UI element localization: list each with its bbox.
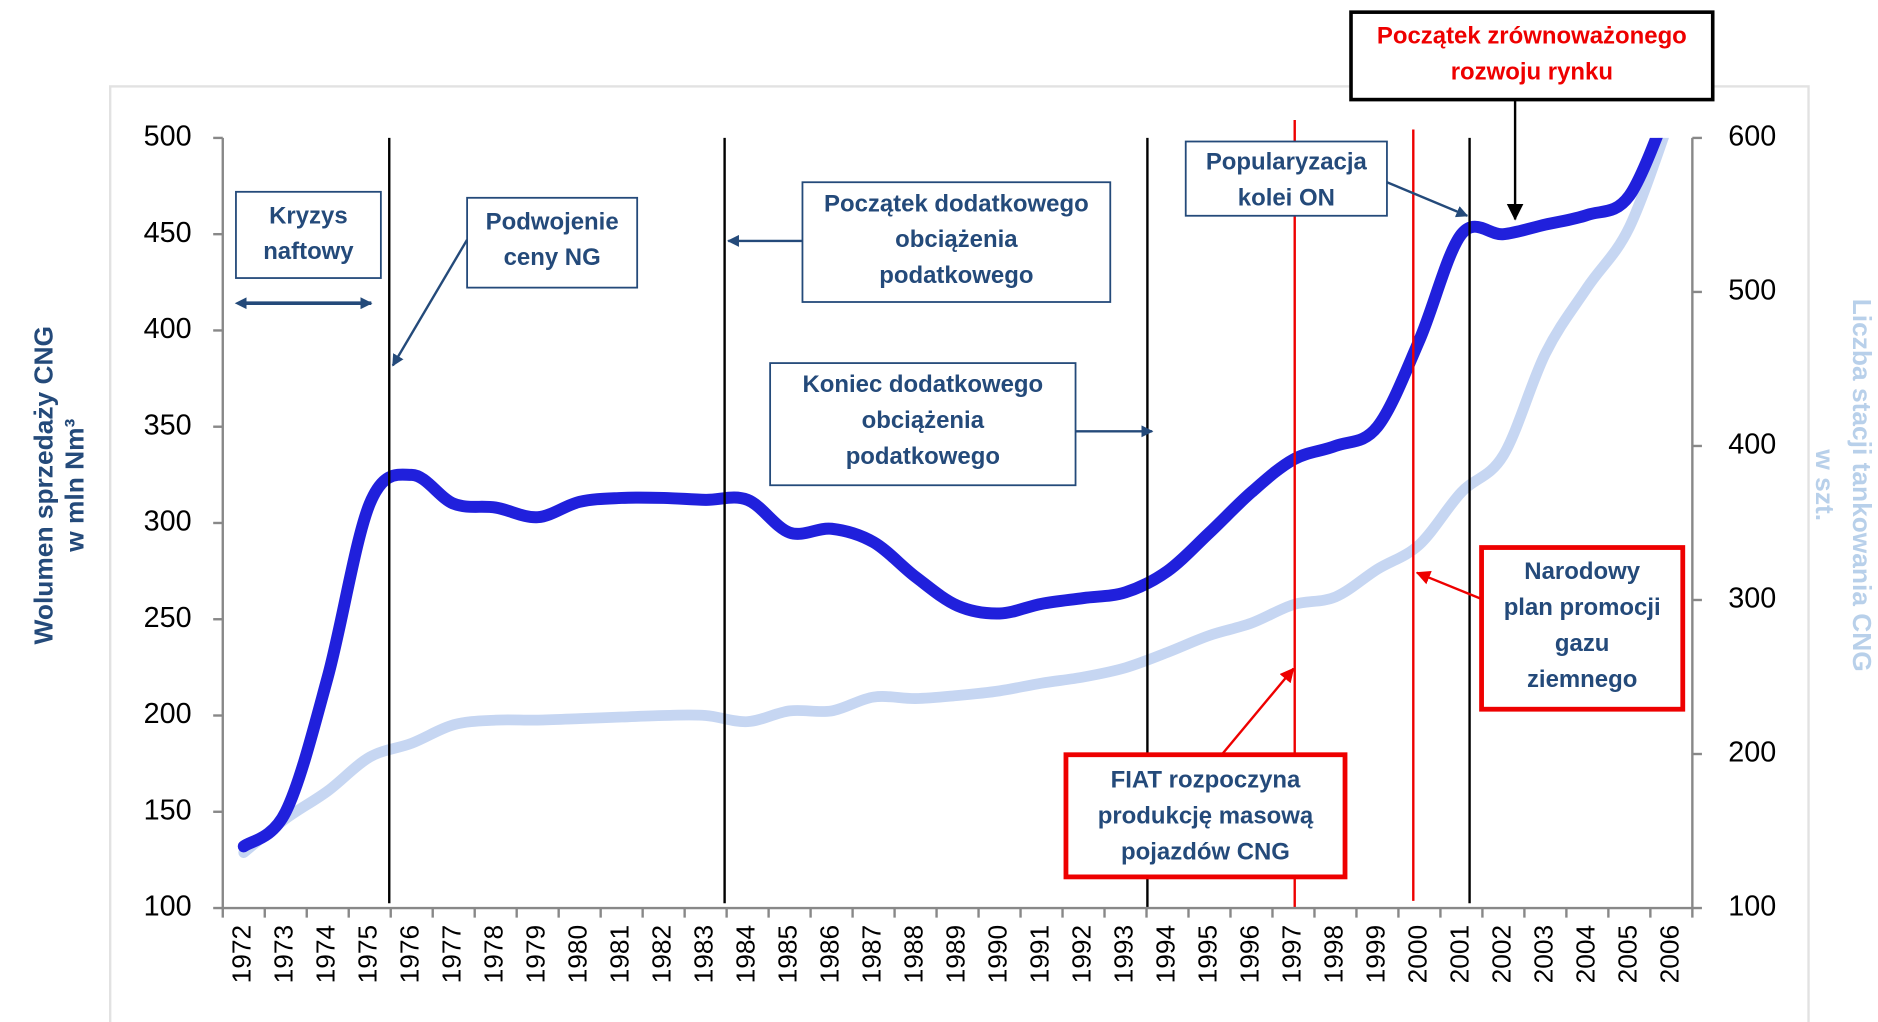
arrow bbox=[1415, 570, 1483, 601]
annotation-text: Koniec dodatkowego bbox=[802, 371, 1043, 398]
x-tick-label: 2000 bbox=[1402, 925, 1432, 984]
annotation-text: Początek zrównoważonego bbox=[1377, 23, 1687, 50]
y-axis-title: w mln Nm³ bbox=[60, 418, 90, 552]
x-tick-label: 1984 bbox=[731, 925, 761, 984]
y-tick-label: 100 bbox=[144, 891, 192, 923]
x-tick-label: 1982 bbox=[647, 925, 677, 984]
annotation-text: plan promocji bbox=[1504, 594, 1661, 621]
x-tick-label: 1998 bbox=[1318, 925, 1348, 984]
x-tick-label: 1976 bbox=[395, 925, 425, 984]
annotation-text: ceny NG bbox=[504, 244, 601, 271]
series-line bbox=[237, 137, 1663, 853]
x-tick-label: 1974 bbox=[311, 925, 341, 984]
annotation-text: pojazdów CNG bbox=[1121, 838, 1290, 865]
x-tick-label: 1986 bbox=[815, 925, 845, 984]
x-tick-label: 1975 bbox=[353, 925, 383, 984]
y-tick-label: 400 bbox=[144, 313, 192, 345]
x-tick-label: 2004 bbox=[1570, 925, 1600, 984]
x-tick-label: 2006 bbox=[1654, 925, 1684, 984]
annotation-text: Podwojenie bbox=[486, 208, 619, 235]
x-tick-label: 2002 bbox=[1486, 925, 1516, 984]
annotation-box bbox=[1479, 545, 1686, 712]
x-tick-label: 1994 bbox=[1150, 925, 1180, 984]
annotation-box bbox=[466, 196, 639, 289]
y2-tick-label: 300 bbox=[1728, 583, 1776, 615]
y2-axis-title: Liczba stacji tankowania CNG bbox=[1847, 299, 1877, 672]
y-tick-label: 300 bbox=[144, 506, 192, 538]
annotation-text: obciążenia bbox=[895, 226, 1018, 253]
arrow bbox=[1386, 181, 1469, 218]
x-tick-label: 1997 bbox=[1276, 925, 1306, 984]
annotation-text: podatkowego bbox=[879, 262, 1033, 289]
x-tick-label: 2005 bbox=[1612, 925, 1642, 984]
x-tick-label: 1991 bbox=[1024, 925, 1054, 984]
x-tick-label: 2003 bbox=[1528, 925, 1558, 984]
arrows bbox=[234, 99, 1524, 756]
annotation-text: FIAT rozpoczyna bbox=[1111, 766, 1301, 793]
arrow bbox=[1220, 667, 1295, 756]
y-axis-title: Wolumen sprzedaży CNG bbox=[28, 326, 58, 644]
series-group bbox=[237, 137, 1669, 858]
y2-tick-label: 400 bbox=[1728, 429, 1776, 461]
x-tick-label: 1983 bbox=[689, 925, 719, 984]
annotation-box bbox=[235, 190, 382, 279]
x-tick-label: 1978 bbox=[479, 925, 509, 984]
x-tick-label: 1981 bbox=[605, 925, 635, 984]
x-tick-label: 1985 bbox=[773, 925, 803, 984]
y-tick-label: 250 bbox=[144, 602, 192, 634]
annotation-box bbox=[801, 181, 1112, 303]
x-tick-label: 1995 bbox=[1192, 925, 1222, 984]
annotation-text: ziemnego bbox=[1527, 666, 1637, 693]
x-tick-label: 1988 bbox=[899, 925, 929, 984]
y-tick-label: 450 bbox=[144, 217, 192, 249]
x-tick-label: 2001 bbox=[1444, 925, 1474, 984]
y2-tick-label: 100 bbox=[1728, 891, 1776, 923]
x-tick-label: 1987 bbox=[857, 925, 887, 984]
x-tick-label: 1992 bbox=[1066, 925, 1096, 984]
x-tick-label: 1973 bbox=[269, 925, 299, 984]
arrow bbox=[391, 239, 469, 367]
annotation-text: Narodowy bbox=[1524, 558, 1640, 585]
y2-tick-label: 200 bbox=[1728, 737, 1776, 769]
x-tick-label: 1990 bbox=[983, 925, 1013, 984]
y-tick-label: 500 bbox=[144, 121, 192, 153]
annotation-text: gazu bbox=[1555, 630, 1610, 657]
y-tick-label: 150 bbox=[144, 794, 192, 826]
y2-tick-label: 600 bbox=[1728, 121, 1776, 153]
annotation-text: naftowy bbox=[263, 238, 354, 265]
annotation-text: Popularyzacja bbox=[1206, 148, 1368, 175]
annotation-text: produkcję masową bbox=[1098, 802, 1314, 829]
x-tick-label: 1989 bbox=[941, 925, 971, 984]
annotation-text: Kryzys bbox=[269, 202, 348, 229]
x-tick-label: 1977 bbox=[437, 925, 467, 984]
annotation-box bbox=[1184, 140, 1388, 217]
annotation-text: obciążenia bbox=[862, 407, 985, 434]
x-tick-label: 1996 bbox=[1234, 925, 1264, 984]
y-tick-label: 350 bbox=[144, 409, 192, 441]
annotation-text: Początek dodatkowego bbox=[824, 190, 1089, 217]
x-tick-label: 1980 bbox=[563, 925, 593, 984]
x-tick-label: 1999 bbox=[1360, 925, 1390, 984]
annotation-box bbox=[1063, 752, 1348, 880]
annotation-text: kolei ON bbox=[1238, 184, 1335, 211]
annotation-box bbox=[1349, 10, 1715, 102]
x-tick-label: 1979 bbox=[521, 925, 551, 984]
series-line bbox=[238, 137, 1669, 858]
annotation-text: rozwoju rynku bbox=[1451, 59, 1613, 86]
x-tick-label: 1972 bbox=[227, 925, 257, 984]
y2-tick-label: 500 bbox=[1728, 275, 1776, 307]
annotation-text: podatkowego bbox=[846, 443, 1000, 470]
y-tick-label: 200 bbox=[144, 698, 192, 730]
x-tick-label: 1993 bbox=[1108, 925, 1138, 984]
annotation-box bbox=[769, 362, 1077, 487]
y2-axis-title: w szt. bbox=[1810, 448, 1840, 521]
